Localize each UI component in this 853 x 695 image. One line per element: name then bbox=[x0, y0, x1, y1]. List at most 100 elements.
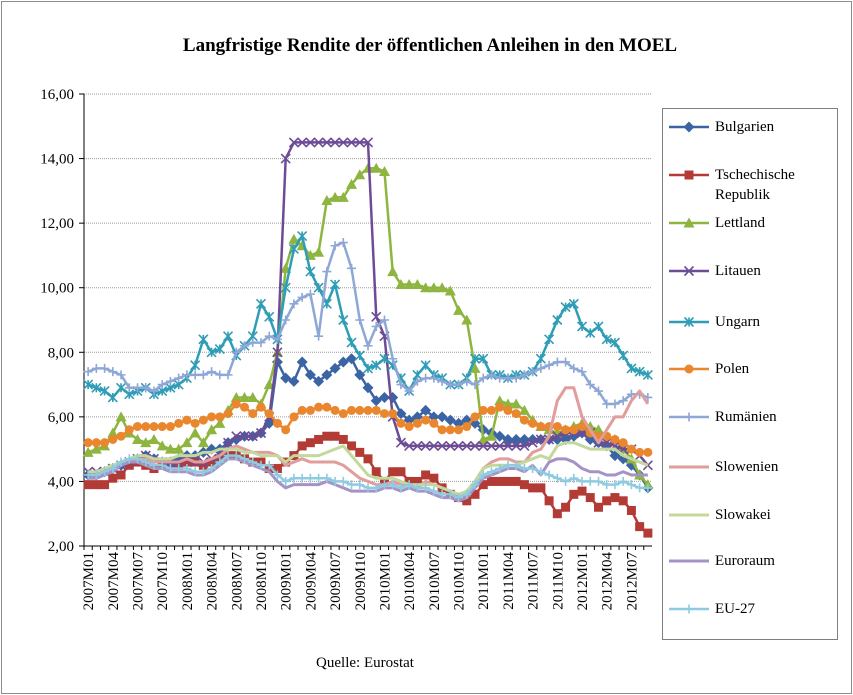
marker bbox=[132, 433, 144, 444]
marker bbox=[83, 470, 93, 480]
marker bbox=[412, 483, 422, 493]
x-tick-label: 2011M07 bbox=[526, 552, 542, 610]
marker bbox=[577, 422, 587, 432]
marker bbox=[445, 440, 456, 451]
legend-swatch bbox=[669, 604, 709, 614]
marker bbox=[108, 434, 118, 444]
x-tick-label: 2010M07 bbox=[427, 552, 443, 611]
marker bbox=[461, 314, 473, 325]
marker bbox=[329, 362, 341, 374]
marker bbox=[248, 338, 258, 348]
marker bbox=[444, 285, 456, 296]
marker bbox=[396, 467, 406, 477]
marker bbox=[338, 137, 349, 148]
x-tick-label: 2009M10 bbox=[353, 552, 369, 610]
marker bbox=[552, 314, 563, 326]
marker bbox=[124, 454, 134, 464]
marker bbox=[215, 370, 225, 380]
marker bbox=[329, 191, 341, 202]
marker bbox=[190, 360, 201, 371]
legend-item: Rumänien bbox=[667, 407, 827, 427]
marker bbox=[495, 402, 505, 412]
marker bbox=[346, 178, 358, 189]
marker bbox=[602, 480, 612, 490]
marker bbox=[552, 509, 562, 519]
marker bbox=[503, 373, 513, 383]
marker bbox=[256, 460, 266, 470]
marker bbox=[602, 399, 612, 409]
marker bbox=[305, 473, 315, 483]
marker bbox=[107, 427, 119, 438]
marker bbox=[347, 441, 357, 451]
y-tick-label: 4,00 bbox=[48, 474, 74, 490]
marker bbox=[190, 467, 200, 477]
marker bbox=[593, 321, 604, 332]
marker bbox=[338, 314, 349, 326]
marker bbox=[240, 341, 250, 351]
marker bbox=[519, 370, 529, 380]
marker bbox=[289, 412, 299, 422]
marker bbox=[207, 457, 217, 467]
marker bbox=[683, 217, 695, 228]
marker bbox=[91, 363, 101, 373]
marker bbox=[330, 241, 340, 251]
marker bbox=[585, 476, 595, 486]
marker bbox=[99, 385, 110, 397]
marker bbox=[436, 282, 448, 293]
marker bbox=[330, 137, 341, 148]
marker bbox=[561, 476, 571, 486]
marker bbox=[281, 476, 291, 486]
marker bbox=[297, 441, 307, 451]
marker bbox=[156, 440, 168, 451]
x-tick-label: 2007M10 bbox=[155, 552, 171, 610]
legend-label: Euroraum bbox=[715, 553, 775, 569]
marker bbox=[362, 363, 374, 374]
marker bbox=[519, 480, 529, 490]
marker bbox=[477, 433, 489, 444]
legend-label: Tschechische Republik bbox=[715, 167, 795, 203]
marker bbox=[281, 315, 291, 325]
marker bbox=[601, 437, 612, 448]
marker bbox=[124, 383, 134, 393]
y-tick-label: 6,00 bbox=[48, 410, 74, 426]
marker bbox=[288, 137, 299, 148]
legend-item: Euroraum bbox=[667, 551, 827, 571]
marker bbox=[478, 470, 488, 480]
marker bbox=[247, 391, 259, 402]
marker bbox=[437, 425, 447, 435]
marker bbox=[222, 331, 234, 342]
marker bbox=[469, 353, 481, 364]
legend-item: Bulgarien bbox=[667, 117, 827, 137]
marker bbox=[297, 230, 308, 242]
marker bbox=[255, 427, 267, 439]
marker bbox=[683, 121, 695, 133]
marker bbox=[577, 367, 587, 377]
marker bbox=[618, 496, 628, 506]
marker bbox=[322, 267, 332, 277]
marker bbox=[297, 473, 307, 483]
marker bbox=[552, 357, 562, 367]
legend-item: Tschechische Republik bbox=[667, 165, 827, 205]
marker bbox=[462, 496, 472, 506]
marker bbox=[503, 460, 513, 470]
marker bbox=[618, 350, 629, 361]
marker bbox=[395, 278, 407, 289]
marker bbox=[355, 405, 365, 415]
marker bbox=[289, 473, 299, 483]
marker bbox=[486, 476, 496, 486]
marker bbox=[272, 418, 282, 428]
marker bbox=[445, 489, 455, 499]
marker bbox=[388, 480, 398, 490]
marker bbox=[305, 137, 316, 148]
marker bbox=[585, 493, 595, 503]
marker bbox=[305, 438, 315, 448]
legend-swatch bbox=[669, 559, 709, 563]
marker bbox=[100, 480, 110, 490]
marker bbox=[215, 412, 225, 422]
marker bbox=[429, 473, 439, 483]
x-tick-label: 2010M10 bbox=[452, 552, 468, 610]
marker bbox=[322, 402, 332, 412]
marker bbox=[304, 369, 316, 381]
marker bbox=[528, 483, 538, 493]
marker bbox=[148, 433, 160, 444]
